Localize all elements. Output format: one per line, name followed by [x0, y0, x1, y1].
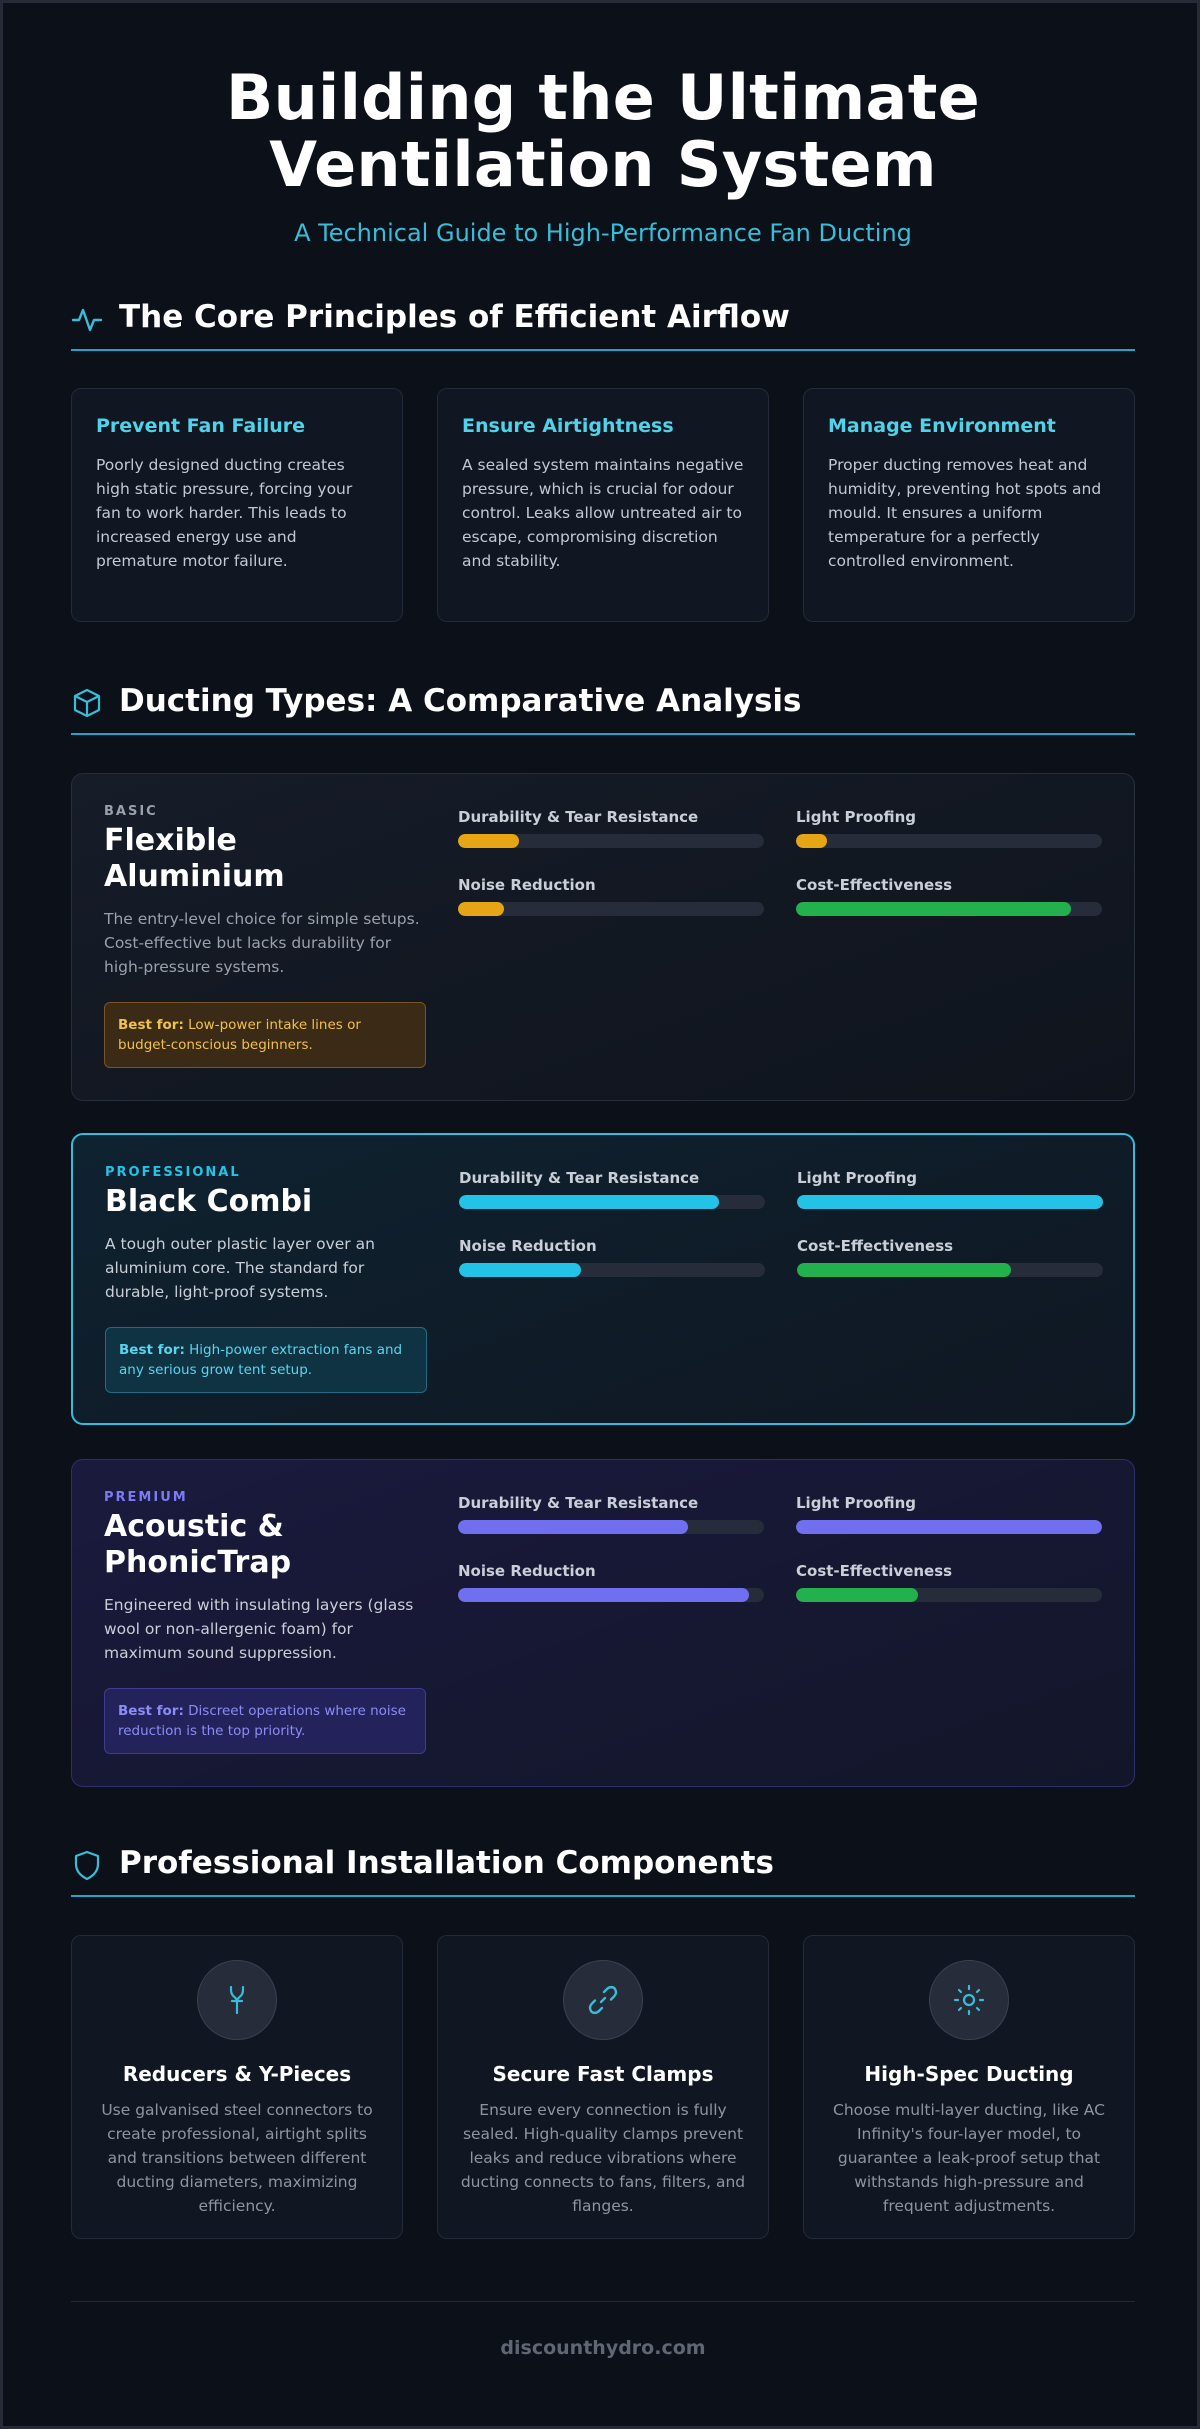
duct-name: Flexible Aluminium [104, 823, 285, 894]
principle-text: Poorly designed ducting creates high sta… [96, 456, 353, 570]
metric-bar-fill [796, 902, 1072, 916]
component-icon-circle [197, 1960, 277, 2040]
component-text: Use galvanised steel connectors to creat… [101, 2101, 373, 2215]
sun-icon [953, 1984, 985, 2016]
component-title: Secure Fast Clamps [492, 2062, 714, 2086]
principle-title: Prevent Fan Failure [96, 415, 305, 437]
metric-durability: Durability & Tear Resistance [458, 1494, 764, 1534]
best-for-box: Best for: Discreet operations where nois… [104, 1688, 426, 1754]
duct-tag: PROFESSIONAL [105, 1165, 241, 1180]
duct-name: Black Combi [105, 1184, 313, 1219]
component-text: Choose multi-layer ducting, like AC Infi… [833, 2101, 1105, 2215]
metric-noise: Noise Reduction [458, 876, 764, 916]
section-components-title: Professional Installation Components [119, 1845, 774, 1881]
principle-title: Ensure Airtightness [462, 415, 674, 437]
principle-card: Ensure Airtightness A sealed system main… [437, 388, 769, 622]
section-ducting-header: Ducting Types: A Comparative Analysis [71, 679, 1135, 735]
metric-cost: Cost-Effectiveness [797, 1237, 1103, 1277]
best-for-box: Best for: Low-power intake lines or budg… [104, 1002, 426, 1068]
duct-description: Engineered with insulating layers (glass… [104, 1596, 414, 1662]
footer-divider [71, 2301, 1135, 2302]
principle-title: Manage Environment [828, 415, 1056, 437]
metric-light: Light Proofing [797, 1169, 1103, 1209]
metric-light: Light Proofing [796, 1494, 1102, 1534]
metric-bar-fill [796, 834, 827, 848]
duct-tag: PREMIUM [104, 1490, 188, 1505]
metric-bar-fill [459, 1195, 720, 1209]
duct-tag: BASIC [104, 804, 158, 819]
component-title: High-Spec Ducting [864, 2062, 1074, 2086]
principle-card: Manage Environment Proper ducting remove… [803, 388, 1135, 622]
metric-bar-fill [797, 1263, 1012, 1277]
metric-bar-fill [796, 1520, 1102, 1534]
component-card: Secure Fast Clamps Ensure every connecti… [437, 1935, 769, 2239]
metric-cost: Cost-Effectiveness [796, 1562, 1102, 1602]
footer-site: discounthydro.com [500, 2337, 706, 2359]
duct-card-premium: PREMIUM Acoustic & PhonicTrap Engineered… [71, 1459, 1135, 1787]
title-line-1: Building the Ultimate [226, 61, 980, 134]
metric-durability: Durability & Tear Resistance [458, 808, 764, 848]
link-icon [588, 1985, 618, 2015]
component-card: Reducers & Y-Pieces Use galvanised steel… [71, 1935, 403, 2239]
duct-name: Acoustic & PhonicTrap [104, 1509, 292, 1580]
section-principles-title: The Core Principles of Efficient Airflow [119, 299, 790, 335]
hero-header: Building the Ultimate Ventilation System… [3, 64, 1200, 247]
component-icon-circle [929, 1960, 1009, 2040]
metric-bar-fill [797, 1195, 1103, 1209]
metric-bar-fill [458, 1588, 749, 1602]
metric-bar-fill [459, 1263, 582, 1277]
metric-bar-fill [458, 834, 520, 848]
metric-bar-fill [796, 1588, 919, 1602]
component-card: High-Spec Ducting Choose multi-layer duc… [803, 1935, 1135, 2239]
y-splitter-icon [229, 1985, 245, 2015]
metric-noise: Noise Reduction [458, 1562, 764, 1602]
metric-bar-fill [458, 902, 504, 916]
metric-durability: Durability & Tear Resistance [459, 1169, 765, 1209]
best-for-box: Best for: High-power extraction fans and… [105, 1327, 427, 1393]
section-components-header: Professional Installation Components [71, 1841, 1135, 1897]
section-ducting-title: Ducting Types: A Comparative Analysis [119, 683, 802, 719]
title-line-2: Ventilation System [269, 127, 937, 201]
component-text: Ensure every connection is fully sealed.… [460, 2101, 746, 2215]
page-title: Building the Ultimate Ventilation System [3, 64, 1200, 201]
shield-icon [74, 1850, 100, 1881]
metric-light: Light Proofing [796, 808, 1102, 848]
metric-cost: Cost-Effectiveness [796, 876, 1102, 916]
activity-icon [71, 308, 103, 332]
component-icon-circle [563, 1960, 643, 2040]
principle-text: Proper ducting removes heat and humidity… [828, 456, 1102, 570]
principle-card: Prevent Fan Failure Poorly designed duct… [71, 388, 403, 622]
duct-card-basic: BASIC Flexible Aluminium The entry-level… [71, 773, 1135, 1101]
cube-icon [73, 688, 101, 718]
page-subtitle: A Technical Guide to High-Performance Fa… [294, 218, 912, 247]
metric-bar-fill [458, 1520, 688, 1534]
component-title: Reducers & Y-Pieces [122, 2062, 352, 2086]
duct-description: The entry-level choice for simple setups… [104, 910, 420, 976]
section-principles-header: The Core Principles of Efficient Airflow [71, 295, 1135, 351]
metric-noise: Noise Reduction [459, 1237, 765, 1277]
duct-card-professional: PROFESSIONAL Black Combi A tough outer p… [71, 1133, 1135, 1425]
principle-text: A sealed system maintains negative press… [462, 456, 744, 570]
duct-description: A tough outer plastic layer over an alum… [105, 1235, 375, 1301]
